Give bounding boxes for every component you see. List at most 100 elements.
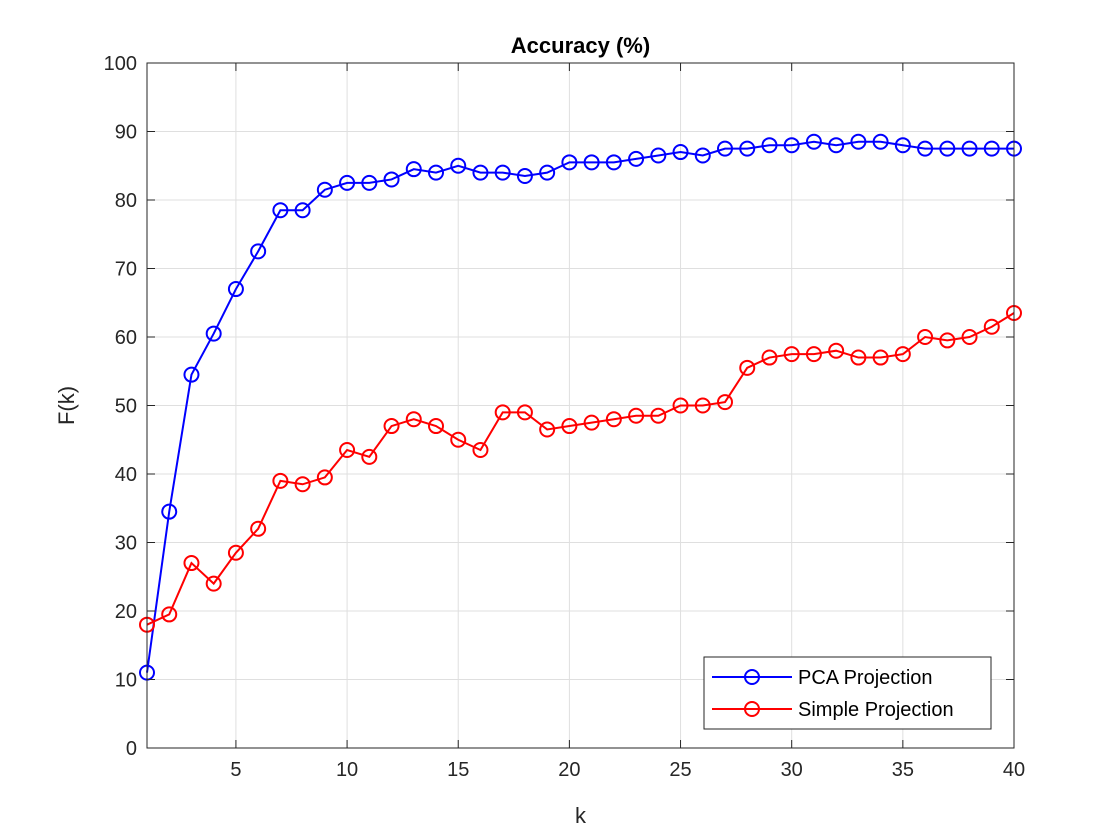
x-tick-label: 10 — [336, 759, 358, 781]
x-tick-label: 35 — [892, 759, 914, 781]
y-tick-label: 80 — [115, 190, 137, 212]
data-point — [339, 442, 356, 459]
data-point — [450, 157, 467, 174]
x-tick-label: 30 — [781, 759, 803, 781]
x-tick-label: 25 — [669, 759, 691, 781]
data-point — [850, 133, 867, 150]
x-axis-title: k — [575, 803, 587, 828]
y-axis-title: F(k) — [54, 386, 79, 425]
data-point — [250, 520, 267, 537]
data-point — [516, 404, 533, 421]
data-point — [872, 133, 889, 150]
data-point — [628, 407, 645, 424]
data-point — [939, 140, 956, 157]
data-point — [717, 394, 733, 411]
y-tick-label: 100 — [104, 53, 137, 75]
data-point — [472, 442, 489, 459]
y-tick-label: 60 — [115, 327, 137, 349]
data-point — [761, 137, 778, 154]
data-point — [361, 448, 378, 465]
data-point — [894, 137, 911, 154]
data-point — [183, 366, 200, 383]
data-point — [494, 164, 511, 181]
y-tick-label: 70 — [115, 259, 137, 281]
data-point — [672, 397, 689, 414]
data-point — [872, 349, 889, 366]
data-point — [783, 346, 800, 363]
data-point — [805, 346, 822, 363]
series-1 — [139, 305, 1022, 633]
series-line — [146, 312, 1015, 626]
data-point — [272, 472, 289, 489]
data-point — [405, 161, 422, 178]
legend-label: Simple Projection — [798, 699, 954, 721]
data-point — [650, 407, 667, 424]
data-point — [961, 329, 978, 345]
data-point — [605, 154, 622, 171]
data-point — [828, 342, 845, 359]
data-point — [739, 140, 756, 157]
y-tick-label: 40 — [115, 464, 137, 486]
data-point — [183, 555, 200, 572]
data-point — [583, 414, 600, 431]
y-tick-label: 50 — [115, 396, 137, 418]
data-point — [161, 503, 178, 520]
data-point — [917, 140, 934, 157]
y-tick-label: 90 — [115, 122, 137, 144]
data-point — [428, 418, 444, 435]
data-point — [650, 147, 667, 164]
data-point — [672, 144, 689, 161]
y-tick-label: 30 — [115, 533, 137, 555]
data-point — [850, 349, 867, 366]
ticks: 5 10 15 20 25 30 35 40 0 10 20 30 40 50 60 70 80 90 100 — [104, 53, 1026, 781]
x-tick-label: 15 — [447, 759, 469, 781]
data-point — [494, 404, 511, 421]
data-point — [561, 418, 578, 435]
data-point — [428, 164, 444, 181]
x-tick-label: 40 — [1003, 759, 1025, 781]
data-point — [605, 411, 622, 428]
data-point — [161, 606, 178, 623]
data-point — [561, 154, 578, 171]
data-point — [205, 325, 222, 342]
data-point — [383, 171, 400, 188]
data-point — [450, 431, 467, 448]
data-point — [227, 281, 244, 298]
data-point — [694, 147, 711, 164]
series-layer — [139, 133, 1022, 681]
data-point — [739, 359, 756, 376]
data-point — [828, 137, 845, 154]
data-point — [939, 332, 956, 349]
y-tick-label: 0 — [126, 738, 137, 760]
data-point — [294, 202, 311, 219]
data-point — [539, 164, 556, 181]
data-point — [316, 181, 333, 198]
data-point — [761, 349, 778, 366]
data-point — [516, 168, 533, 185]
data-point — [694, 397, 711, 414]
data-point — [250, 243, 267, 260]
data-point — [272, 202, 289, 219]
y-tick-label: 10 — [115, 670, 137, 692]
data-point — [339, 174, 356, 191]
data-point — [361, 174, 378, 191]
y-tick-label: 20 — [115, 601, 137, 623]
data-point — [917, 329, 934, 345]
data-point — [227, 544, 244, 561]
data-point — [983, 140, 1000, 157]
data-point — [472, 164, 489, 181]
data-point — [628, 150, 645, 167]
data-point — [316, 469, 333, 486]
series-line — [146, 140, 1014, 673]
data-point — [805, 133, 822, 150]
legend-swatch-marker — [744, 701, 760, 717]
legend-label: PCA Projection — [798, 667, 933, 689]
x-tick-label: 20 — [558, 759, 580, 781]
legend: PCA Projection Simple Projection — [703, 656, 992, 730]
legend-box — [703, 656, 992, 730]
data-point — [961, 140, 978, 157]
data-point — [583, 154, 600, 171]
data-point — [383, 418, 400, 435]
data-point — [294, 476, 311, 493]
